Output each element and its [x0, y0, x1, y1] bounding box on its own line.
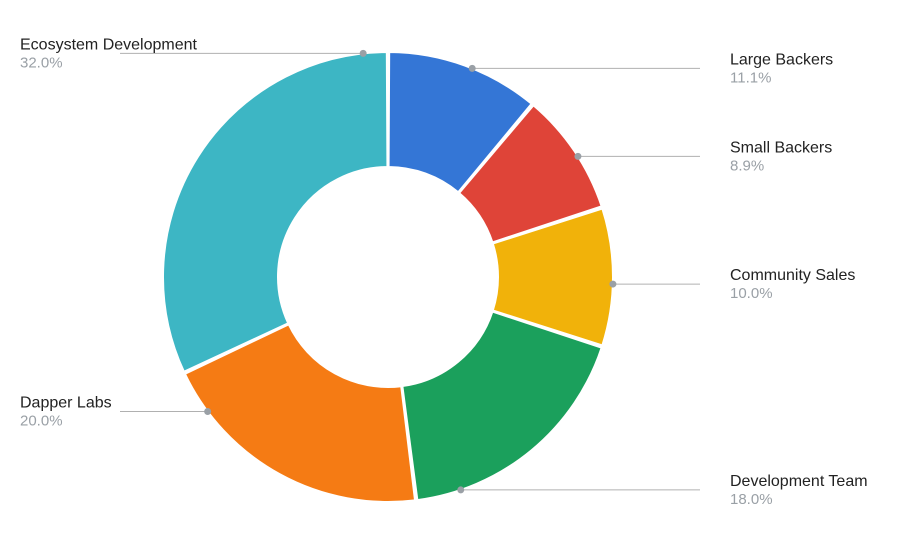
leader-dot: [469, 65, 476, 72]
slice-label: Development Team: [730, 473, 868, 490]
slice-percent: 32.0%: [20, 54, 63, 71]
donut-chart: Large Backers11.1% Small Backers8.9% Commu…: [0, 0, 900, 556]
donut-slice: [163, 52, 387, 372]
leader-dot: [574, 153, 581, 160]
leader-dot: [609, 281, 616, 288]
slice-label: Large Backers: [730, 51, 833, 68]
slice-label: Community Sales: [730, 267, 855, 284]
slice-label: Small Backers: [730, 139, 832, 156]
leader-dot: [457, 486, 464, 493]
slice-percent: 20.0%: [20, 413, 63, 430]
slice-label: Dapper Labs: [20, 395, 112, 412]
leader-dot: [204, 408, 211, 415]
slice-percent: 10.0%: [730, 285, 773, 302]
slice-percent: 11.1%: [730, 69, 771, 86]
leader-dot: [360, 50, 367, 57]
donut-slice: [402, 312, 601, 501]
slice-label: Ecosystem Development: [20, 36, 198, 53]
slice-percent: 18.0%: [730, 491, 773, 508]
slice-percent: 8.9%: [730, 157, 764, 174]
